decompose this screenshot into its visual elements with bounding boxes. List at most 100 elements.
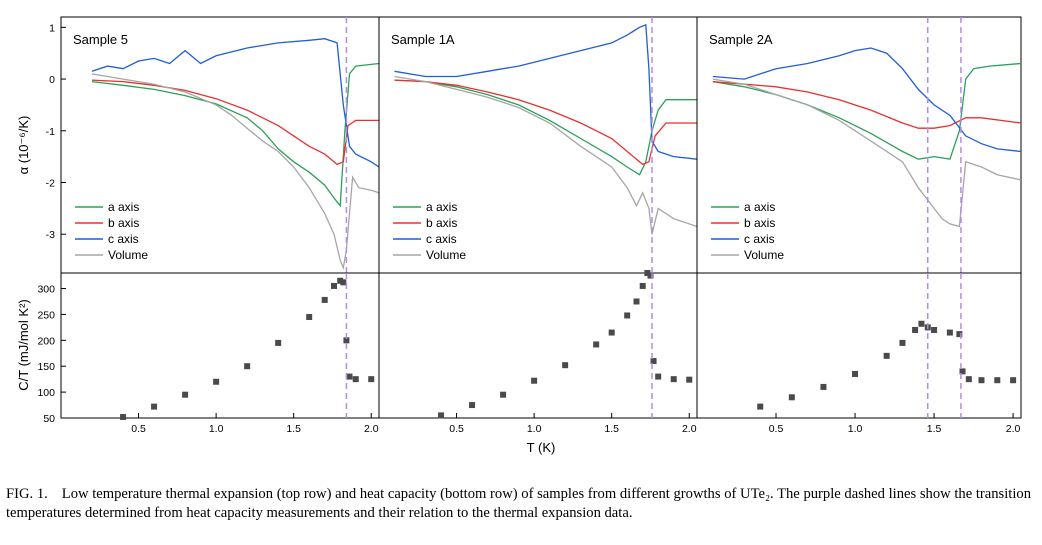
p3-legend-label: c axis	[744, 232, 775, 246]
y-axis-label-top: α (10⁻⁶/K)	[16, 116, 31, 175]
p2-series-3	[394, 75, 698, 235]
p1-ytick-label: -2	[46, 177, 55, 189]
p5-point	[670, 376, 677, 383]
p4-ytick-label: 100	[37, 387, 55, 399]
p4-point	[352, 376, 359, 383]
p1-ytick-label: 1	[49, 22, 55, 34]
p5-point	[644, 270, 651, 276]
p6-point	[946, 329, 953, 336]
p6-point	[912, 326, 919, 333]
p5-point	[633, 298, 640, 305]
p4-xtick-label: 0.5	[131, 423, 146, 435]
p4-point	[343, 337, 350, 344]
p5-point	[500, 391, 507, 398]
p2-legend-label: b axis	[426, 216, 457, 230]
p6-point	[1010, 377, 1017, 384]
p6-point	[788, 394, 795, 401]
p1-ytick-label: -3	[46, 229, 55, 241]
p4-ytick-label: 200	[37, 335, 55, 347]
p5-xtick-label: 1.5	[604, 423, 619, 435]
p1-legend-label: b axis	[108, 216, 139, 230]
p5-point	[469, 402, 476, 409]
figure: α (10⁻⁶/K) C/T (mJ/mol K²) T (K) Sample …	[16, 16, 1022, 455]
p5-xtick-label: 1.0	[527, 423, 542, 435]
p3-series-1	[712, 80, 1022, 129]
p6-point	[883, 352, 890, 359]
p6-point	[931, 326, 938, 333]
p3-series-0	[712, 62, 1022, 160]
p1-legend-label: Volume	[108, 248, 148, 262]
p5-xtick-label: 0.5	[449, 423, 464, 435]
y-axis-label-bottom: C/T (mJ/mol K²)	[16, 299, 31, 390]
p4-point	[275, 339, 282, 346]
p6-xtick-label: 1.0	[848, 423, 863, 435]
p5-frame	[378, 272, 698, 419]
p6-frame	[696, 272, 1022, 419]
p6-point	[959, 368, 966, 375]
p3-legend-label: Volume	[744, 248, 784, 262]
p4-point	[213, 378, 220, 385]
p2-series-2	[394, 23, 698, 160]
p3-series-2	[712, 47, 1022, 153]
p5-xtick-label: 2.0	[682, 423, 697, 435]
caption-text: Low temperature thermal expansion (top r…	[6, 486, 1031, 521]
p1-series-1	[91, 79, 379, 166]
p4-ytick-label: 50	[43, 413, 55, 425]
p1-ytick-label: 0	[49, 74, 55, 86]
p1-series-0	[91, 62, 380, 208]
p6-xtick-label: 1.5	[927, 423, 942, 435]
p1-legend-label: a axis	[108, 200, 139, 214]
p4-point	[120, 413, 127, 420]
p2-title: Sample 1A	[391, 32, 455, 47]
p6-point	[994, 377, 1001, 384]
p4-ytick-label: 250	[37, 309, 55, 321]
p6-point	[757, 403, 764, 410]
p2-legend-label: c axis	[426, 232, 457, 246]
p4-frame	[60, 272, 380, 419]
p6-point	[978, 377, 985, 384]
p4-ytick-label: 300	[37, 284, 55, 296]
p3-title: Sample 2A	[709, 32, 773, 47]
panels: Sample 5 1 0 -1 -2 -3 a axis b axis c axis Volume…	[37, 16, 1022, 435]
p5-point	[624, 312, 631, 319]
p5-point	[438, 412, 445, 419]
p4-xtick-label: 2.0	[364, 423, 379, 435]
caption-label: FIG. 1.	[6, 486, 48, 502]
p5-point	[639, 282, 646, 289]
p4-point	[244, 363, 251, 370]
p4-xtick-label: 1.5	[286, 423, 301, 435]
p1-ytick-label: -1	[46, 126, 55, 138]
p5-point	[531, 377, 538, 384]
p4-point	[337, 277, 344, 284]
p4-point	[331, 282, 338, 289]
p4-point	[182, 391, 189, 398]
p5-point	[655, 373, 662, 380]
x-axis-label: T (K)	[527, 440, 556, 455]
p3-series-3	[712, 78, 1022, 228]
p6-point	[956, 331, 963, 338]
p2-series-0	[394, 79, 697, 176]
p4-point	[368, 376, 375, 383]
p5-point	[650, 358, 657, 365]
p1-series-2	[91, 38, 380, 168]
p6-xtick-label: 2.0	[1006, 423, 1021, 435]
p5-point	[562, 362, 569, 369]
p5-point	[593, 341, 600, 348]
p4-point	[340, 279, 347, 286]
p2-series-1	[394, 79, 697, 166]
p4-xtick-label: 1.0	[209, 423, 224, 435]
p1-title: Sample 5	[73, 32, 128, 47]
p6-xtick-label: 0.5	[769, 423, 784, 435]
p5-point	[647, 272, 654, 279]
p6-point	[852, 370, 859, 377]
p4-point	[346, 373, 353, 380]
figure-caption: FIG. 1. Low temperature thermal expansion…	[6, 485, 1031, 523]
p4-point	[321, 296, 328, 303]
p4-point	[151, 403, 158, 410]
p3-legend-label: a axis	[744, 200, 775, 214]
p4-ytick-label: 150	[37, 361, 55, 373]
p6-point	[965, 376, 972, 383]
p6-point	[918, 320, 925, 327]
p2-legend-label: a axis	[426, 200, 457, 214]
p5-point	[608, 329, 615, 336]
